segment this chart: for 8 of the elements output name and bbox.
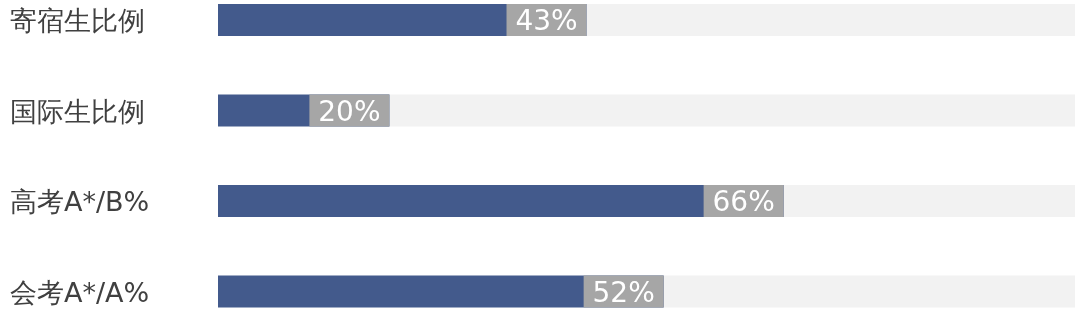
data-label: 66% [712,185,775,218]
y-tick-label: 寄宿生比例 [10,5,145,36]
data-label: 20% [318,94,381,128]
data-label: 43% [515,4,578,37]
y-tick-label: 国际生比例 [10,95,145,127]
y-tick-label: 会考A*/A% [10,276,150,308]
y-tick-label: 高考A*/B% [10,186,150,217]
data-label: 52% [592,275,655,309]
